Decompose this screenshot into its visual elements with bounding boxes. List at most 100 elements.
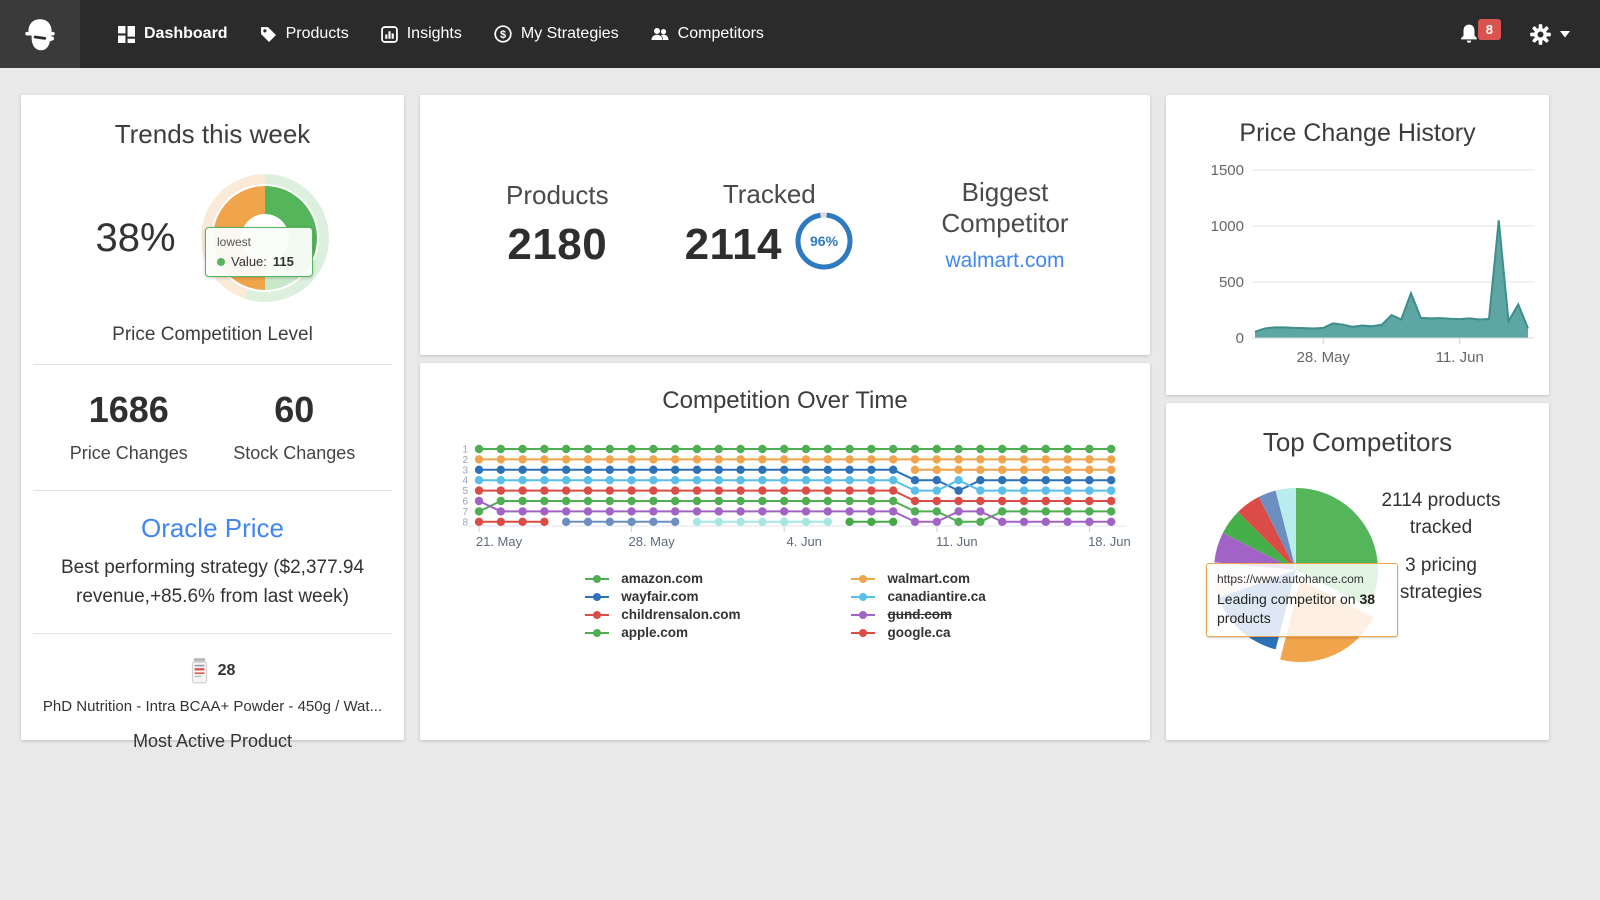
- product-jar-icon: [191, 658, 207, 684]
- competition-legend: amazon.com wayfair.com childrensalon.com…: [420, 568, 1150, 643]
- top-nav: Dashboard Products Insights $ My Strateg…: [0, 0, 1600, 68]
- legend-marker: [851, 628, 876, 637]
- legend-item-canadiantire.ca[interactable]: canadiantire.ca: [850, 589, 986, 604]
- competition-rank-chart[interactable]: 21. May 28. May 4. Jun 11. Jun 18. Jun 123456…: [420, 429, 1150, 554]
- svg-text:4: 4: [462, 476, 468, 487]
- competition-title: Competition Over Time: [662, 387, 908, 414]
- svg-text:7: 7: [462, 507, 468, 518]
- stock-changes-stat: 60 Stock Changes: [233, 389, 355, 464]
- svg-text:28. May: 28. May: [628, 534, 675, 549]
- products-kpi-value: 2180: [507, 219, 608, 269]
- nav-item-products[interactable]: Products: [260, 25, 349, 43]
- chevron-down-icon: [1560, 30, 1570, 37]
- trends-card: Trends this week 38% lowest Value: 115 P…: [21, 95, 404, 751]
- pie-tooltip: https://www.autohance.com Leading compet…: [1206, 563, 1398, 637]
- tooltip-value: 115: [272, 254, 294, 269]
- divider: [33, 633, 392, 634]
- legend-marker: [851, 610, 876, 619]
- nav-item-insights[interactable]: Insights: [380, 25, 462, 43]
- nav-label: My Strategies: [520, 25, 619, 42]
- pie-tooltip-text2: products: [1217, 609, 1271, 626]
- nav-label: Dashboard: [144, 25, 228, 42]
- legend-marker: [585, 628, 610, 637]
- legend-item-amazon.com[interactable]: amazon.com: [584, 571, 740, 586]
- tooltip-series-dot: [217, 257, 225, 266]
- price-change-history-card: Price Change History 0 500 1000 1500 28. May…: [1166, 95, 1549, 395]
- svg-text:1000: 1000: [1211, 218, 1244, 235]
- svg-text:0: 0: [1236, 330, 1244, 347]
- nav-item-dashboard[interactable]: Dashboard: [118, 25, 228, 43]
- divider: [33, 364, 392, 365]
- biggest-competitor-label: Biggest Competitor: [941, 176, 1069, 238]
- svg-text:2: 2: [462, 455, 468, 466]
- percent-ring-chart: [795, 212, 853, 270]
- most-active-product-caption: Most Active Product: [132, 731, 293, 751]
- legend-marker: [585, 574, 610, 583]
- settings-menu[interactable]: [1529, 23, 1570, 46]
- legend-item-walmart.com[interactable]: walmart.com: [850, 571, 985, 586]
- nav-label: Insights: [406, 25, 462, 42]
- price-changes-value: 1686: [88, 389, 169, 430]
- price-history-title: Price Change History: [1239, 119, 1476, 147]
- tooltip-label: Value:: [231, 254, 267, 269]
- trend-stats: 1686 Price Changes 60 Stock Changes: [21, 365, 404, 490]
- most-active-product-name[interactable]: PhD Nutrition - Intra BCAA+ Powder - 450…: [42, 698, 383, 715]
- notification-count-badge: 8: [1477, 19, 1501, 40]
- mole-hardhat-logo-icon: [25, 19, 57, 51]
- pie-tooltip-url: https://www.autohance.com: [1217, 572, 1364, 586]
- nav-label: Competitors: [677, 25, 764, 42]
- legend-item-apple.com[interactable]: apple.com: [584, 625, 740, 640]
- notifications-bell[interactable]: 8: [1458, 19, 1503, 45]
- best-strategy-link[interactable]: Oracle Price: [140, 513, 285, 543]
- competition-over-time-card: Competition Over Time 21. May 28. May 4. J…: [420, 363, 1150, 740]
- app-logo[interactable]: [0, 0, 80, 68]
- svg-text:5: 5: [462, 486, 468, 497]
- top-competitors-summary: 2114 products tracked 3 pricing strategi…: [1353, 487, 1529, 606]
- summary-line: tracked: [1409, 517, 1473, 538]
- top-competitors-title: Top Competitors: [1262, 427, 1453, 457]
- nav-item-my-strategies[interactable]: $ My Strategies: [494, 25, 619, 43]
- dollar-circle-icon: $: [494, 25, 512, 43]
- gauge-caption: Price Competition Level: [112, 324, 313, 345]
- competition-percent: 38%: [95, 215, 176, 260]
- pie-tooltip-count: 38: [1359, 591, 1376, 607]
- svg-text:500: 500: [1219, 274, 1244, 291]
- svg-text:8: 8: [462, 517, 468, 528]
- summary-line: 3 pricing: [1405, 555, 1477, 576]
- svg-text:4. Jun: 4. Jun: [786, 534, 821, 549]
- divider: [33, 490, 392, 491]
- legend-item-childrensalon.com[interactable]: childrensalon.com: [584, 607, 740, 622]
- legend-marker: [851, 592, 876, 601]
- tracked-kpi-value: 2114: [684, 219, 783, 269]
- tag-icon: [260, 26, 276, 42]
- tracked-percent-text: 96%: [810, 232, 839, 249]
- price-changes-label: Price Changes: [69, 443, 188, 463]
- products-kpi: Products 2180: [506, 180, 609, 269]
- kpi-card: Products 2180 Tracked 2114 96% Biggest C…: [420, 95, 1150, 355]
- bar-chart-icon: [380, 25, 398, 43]
- tracked-percent-ring: 96%: [794, 211, 854, 271]
- svg-text:11. Jun: 11. Jun: [1436, 349, 1484, 366]
- best-strategy-description: Best performing strategy ($2,377.94 reve…: [60, 557, 365, 607]
- bell-icon: [1460, 24, 1477, 43]
- legend-item-wayfair.com[interactable]: wayfair.com: [584, 589, 740, 604]
- summary-line: 2114 products: [1381, 490, 1501, 511]
- price-change-area-chart[interactable]: 0 500 1000 1500 28. May 11. Jun: [1166, 150, 1549, 385]
- svg-text:21. May: 21. May: [476, 534, 523, 549]
- tracked-kpi: Tracked 2114 96%: [685, 179, 854, 270]
- people-icon: [651, 28, 669, 40]
- svg-text:3: 3: [462, 465, 468, 476]
- biggest-competitor-kpi: Biggest Competitor walmart.com: [930, 177, 1080, 273]
- trends-title: Trends this week: [114, 119, 311, 149]
- summary-line: strategies: [1399, 582, 1483, 603]
- nav-links: Dashboard Products Insights $ My Strateg…: [118, 25, 764, 43]
- legend-marker: [851, 574, 876, 583]
- biggest-competitor-link[interactable]: walmart.com: [945, 249, 1065, 273]
- legend-item-gund.com[interactable]: gund.com: [850, 607, 985, 622]
- nav-item-competitors[interactable]: Competitors: [651, 25, 764, 43]
- svg-text:6: 6: [462, 497, 468, 508]
- pie-tooltip-text: Leading competitor on: [1217, 591, 1356, 607]
- nav-label: Products: [285, 25, 349, 42]
- legend-item-google.ca[interactable]: google.ca: [850, 625, 985, 640]
- svg-text:1500: 1500: [1211, 162, 1244, 179]
